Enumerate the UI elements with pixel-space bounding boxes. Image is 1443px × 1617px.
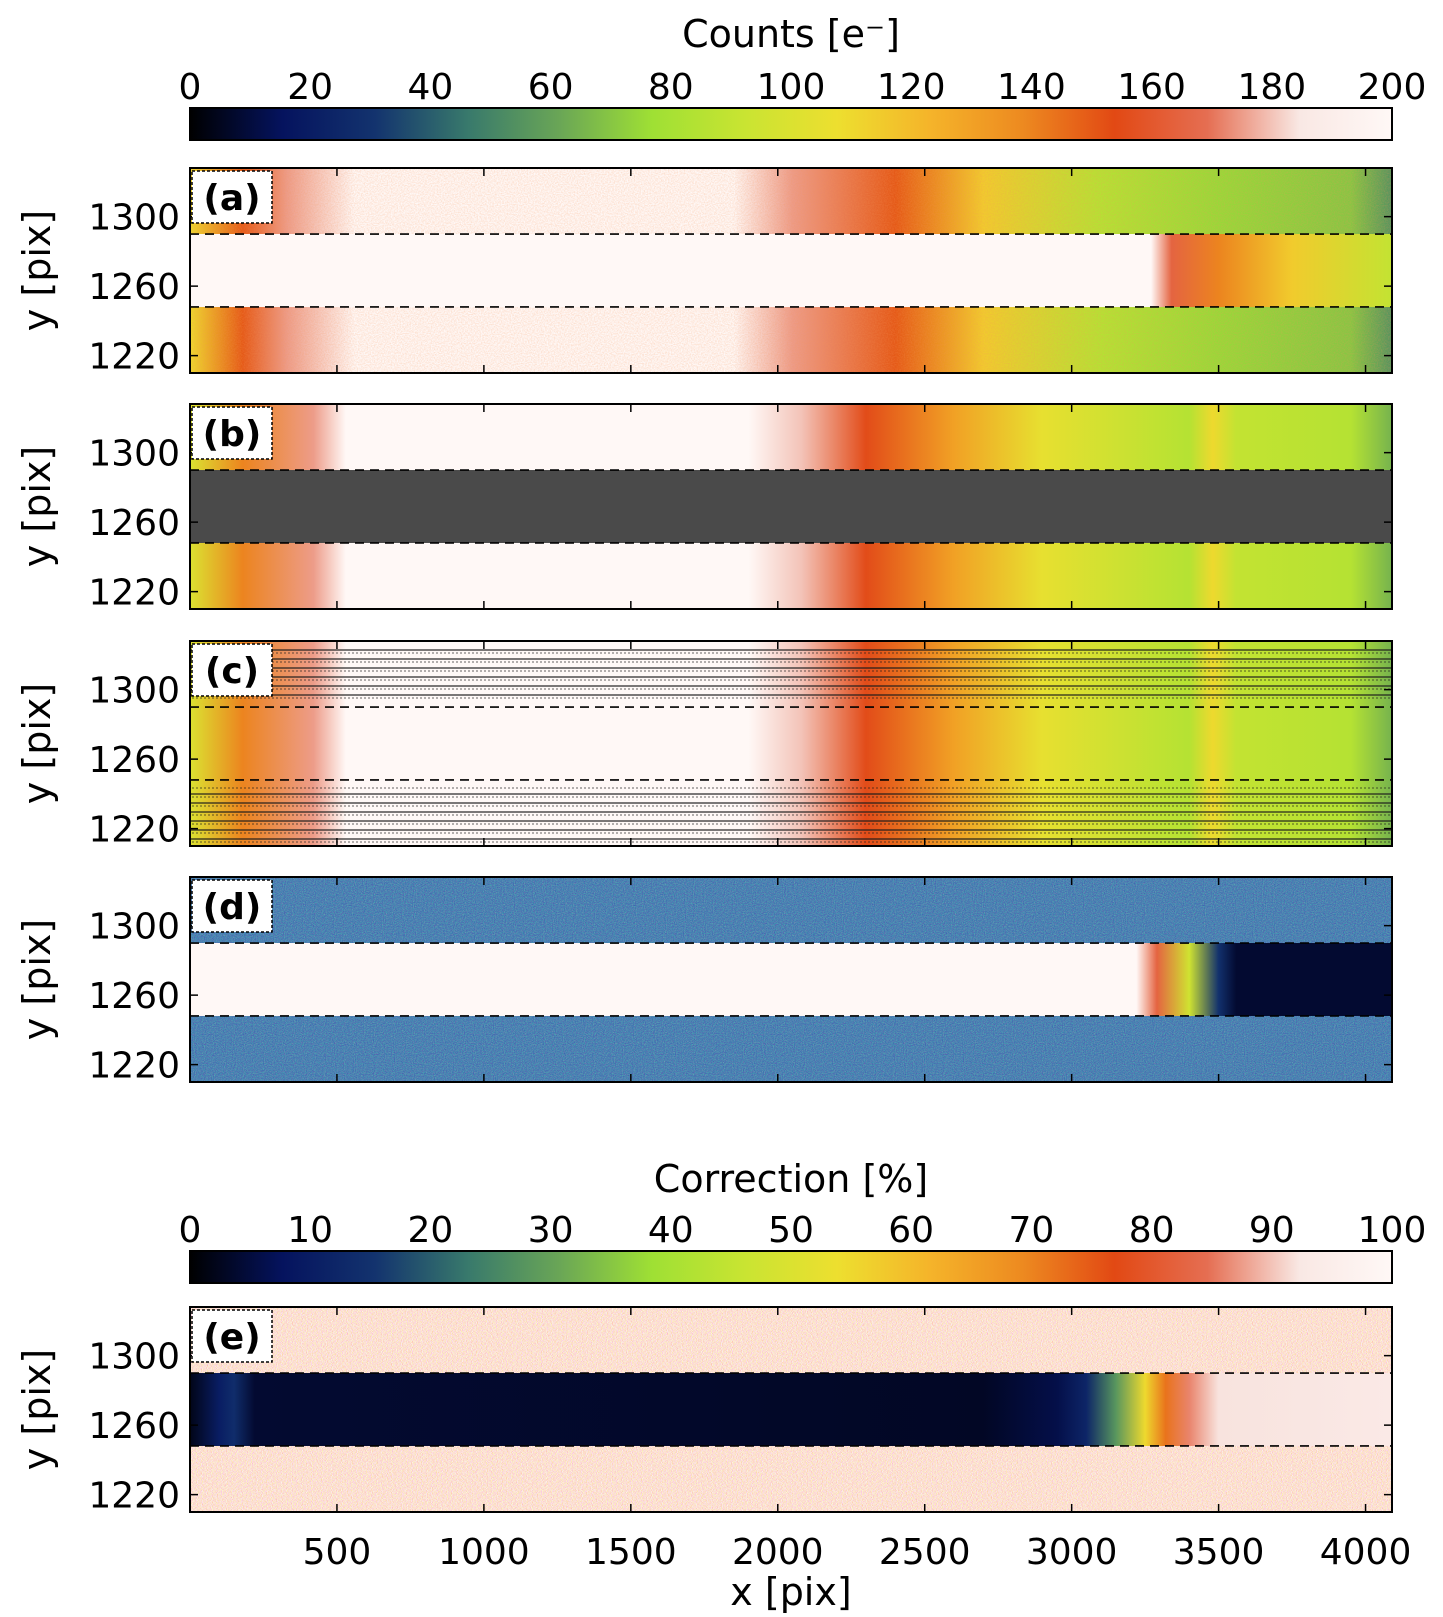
y-tick-label: 1300 xyxy=(88,434,180,475)
counts-colorbar-ticks: 0 20 40 60 80 100 120 140 160 180 200 xyxy=(179,67,1427,116)
x-tick-label: 3000 xyxy=(1026,1532,1118,1573)
y-tick-label: 1220 xyxy=(88,810,180,851)
panel-label: (e) xyxy=(191,1309,273,1363)
y-tick-label: 1260 xyxy=(88,976,180,1017)
panel-e: 1220 1260 1300 y [pix] (e) xyxy=(15,1306,1393,1517)
panel-a-image xyxy=(190,168,1392,373)
panel-e-image xyxy=(190,1307,1392,1512)
y-tick-label: 1300 xyxy=(88,1337,180,1378)
y-tick-label: 1220 xyxy=(88,573,180,614)
colorbar-tick-label: 40 xyxy=(648,1210,694,1251)
correction-colorbar: Correction [%] 0 10 20 30 40 50 60 70 80 90 100 xyxy=(179,1157,1427,1284)
correction-colorbar-label: Correction [%] xyxy=(654,1157,928,1201)
panel-frame xyxy=(189,1306,1393,1513)
colorbar-tick-label: 140 xyxy=(997,67,1066,108)
counts-colorbar-gradient xyxy=(189,107,1393,141)
colorbar-tick-label: 80 xyxy=(1129,1210,1175,1251)
correction-colorbar-gradient xyxy=(189,1250,1393,1284)
panel-label: (a) xyxy=(191,170,273,224)
colorbar-tick-label: 100 xyxy=(757,67,826,108)
y-tick-label: 1260 xyxy=(88,267,180,308)
masked-trail xyxy=(190,470,1392,543)
panel-c-image xyxy=(190,641,1392,846)
colorbar-tick-label: 100 xyxy=(1358,1210,1427,1251)
y-axis-label: y [pix] xyxy=(15,683,59,804)
svg-text:(b): (b) xyxy=(203,414,262,455)
y-tick-label: 1260 xyxy=(88,503,180,544)
y-axis-label: y [pix] xyxy=(15,210,59,331)
panel-label: (c) xyxy=(191,643,273,697)
panel-c: 1220 1260 1300 y [pix] (c) xyxy=(15,640,1393,851)
panel-frame xyxy=(189,403,1393,610)
colorbar-tick-label: 120 xyxy=(877,67,946,108)
y-tick-label: 1300 xyxy=(88,907,180,948)
svg-text:(a): (a) xyxy=(203,178,260,219)
colorbar-tick-label: 60 xyxy=(528,67,574,108)
colorbar-tick-label: 160 xyxy=(1117,67,1186,108)
x-tick-label: 2500 xyxy=(879,1532,971,1573)
panel-d-image xyxy=(190,877,1392,1082)
x-axis-label: x [pix] xyxy=(730,1570,851,1614)
colorbar-tick-label: 60 xyxy=(888,1210,934,1251)
panel-label: (b) xyxy=(191,406,273,460)
x-tick-label: 2000 xyxy=(732,1532,824,1573)
colorbar-tick-label: 0 xyxy=(179,1210,202,1251)
colorbar-tick-label: 20 xyxy=(287,67,333,108)
y-tick-label: 1220 xyxy=(88,337,180,378)
x-tick-label: 1500 xyxy=(585,1532,677,1573)
svg-text:(e): (e) xyxy=(203,1317,260,1358)
colorbar-tick-label: 90 xyxy=(1249,1210,1295,1251)
x-tick-label: 4000 xyxy=(1320,1532,1412,1573)
y-tick-label: 1260 xyxy=(88,740,180,781)
counts-colorbar-label: Counts [e⁻] xyxy=(682,12,900,56)
panel-frame xyxy=(189,167,1393,374)
colorbar-tick-label: 50 xyxy=(768,1210,814,1251)
colorbar-tick-label: 30 xyxy=(528,1210,574,1251)
y-tick-label: 1220 xyxy=(88,1046,180,1087)
panel-label: (d) xyxy=(191,879,273,933)
colorbar-tick-label: 0 xyxy=(179,67,202,108)
counts-colorbar: Counts [e⁻] 0 20 40 60 80 100 120 140 160 180 200 xyxy=(179,12,1427,141)
colorbar-tick-label: 10 xyxy=(287,1210,333,1251)
y-tick-label: 1300 xyxy=(88,198,180,239)
x-tick-label: 500 xyxy=(303,1532,372,1573)
y-axis-label: y [pix] xyxy=(15,919,59,1040)
colorbar-tick-label: 70 xyxy=(1008,1210,1054,1251)
y-tick-label: 1260 xyxy=(88,1406,180,1447)
colorbar-tick-label: 200 xyxy=(1358,67,1427,108)
panel-frame xyxy=(189,640,1393,847)
hatched-rows xyxy=(190,785,1392,844)
svg-text:(d): (d) xyxy=(203,887,262,928)
panel-d: 1220 1260 1300 y [pix] (d) xyxy=(15,876,1393,1087)
panel-b-image xyxy=(190,404,1392,609)
panel-frame xyxy=(189,876,1393,1083)
colorbar-tick-label: 80 xyxy=(648,67,694,108)
y-tick-label: 1220 xyxy=(88,1476,180,1517)
colorbar-tick-label: 40 xyxy=(407,67,453,108)
panel-b: 1220 1260 1300 y [pix] (b) xyxy=(15,403,1393,614)
correction-colorbar-ticks: 0 10 20 30 40 50 60 70 80 90 100 xyxy=(179,1210,1427,1259)
x-axis: 500 1000 1500 2000 2500 3000 3500 4000 xyxy=(303,1532,1412,1573)
colorbar-tick-label: 180 xyxy=(1237,67,1306,108)
svg-text:(c): (c) xyxy=(205,651,259,692)
y-tick-label: 1300 xyxy=(88,671,180,712)
x-tick-label: 3500 xyxy=(1173,1532,1265,1573)
panel-a: 1220 1260 1300 y [pix] (a) xyxy=(15,167,1393,378)
x-tick-label: 1000 xyxy=(438,1532,530,1573)
y-axis-label: y [pix] xyxy=(15,1349,59,1470)
colorbar-tick-label: 20 xyxy=(407,1210,453,1251)
hatched-rows xyxy=(190,645,1392,704)
y-axis-label: y [pix] xyxy=(15,446,59,567)
